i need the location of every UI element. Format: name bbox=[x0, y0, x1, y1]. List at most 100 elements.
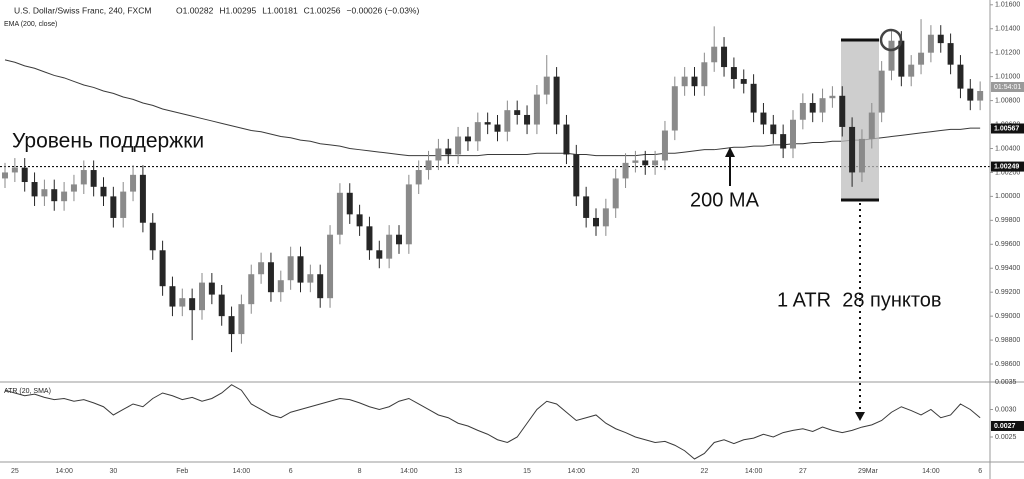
arrow-head bbox=[725, 147, 735, 157]
candle-body bbox=[455, 136, 462, 155]
x-tick-label: Mar bbox=[866, 468, 879, 475]
candle-body bbox=[139, 174, 146, 223]
y-tick-label: 1.01000 bbox=[995, 73, 1020, 80]
candle-body bbox=[297, 256, 304, 283]
candle-body bbox=[957, 64, 964, 89]
y-tick-label: 0.99400 bbox=[995, 265, 1020, 272]
candle-body bbox=[169, 286, 176, 307]
atr-annotation: 1 ATR 28 пунктов bbox=[777, 289, 942, 311]
candle-body bbox=[2, 172, 8, 179]
candle-body bbox=[327, 234, 334, 299]
x-tick-label: 27 bbox=[799, 468, 807, 475]
candle-body bbox=[602, 208, 609, 227]
candle-body bbox=[593, 217, 599, 227]
candle-body bbox=[878, 70, 885, 113]
candle-body bbox=[248, 274, 255, 305]
candle-body bbox=[849, 126, 856, 173]
candle-body bbox=[652, 160, 659, 166]
candle-body bbox=[396, 234, 402, 245]
candle-body bbox=[711, 46, 718, 63]
candle-body bbox=[445, 148, 452, 155]
y-tick-label: 0.99200 bbox=[995, 289, 1020, 296]
candle-body bbox=[376, 250, 383, 259]
y-tick-label: 0.99800 bbox=[995, 217, 1020, 224]
price-tag-label: 1.00249 bbox=[994, 163, 1019, 170]
candle-body bbox=[770, 124, 777, 135]
candle-body bbox=[159, 250, 166, 287]
candle-body bbox=[199, 282, 205, 311]
candle-body bbox=[977, 91, 984, 101]
x-tick-label: 6 bbox=[289, 468, 293, 475]
candle-body bbox=[80, 170, 87, 185]
candle-body bbox=[90, 170, 97, 187]
candle-body bbox=[228, 316, 235, 335]
candle-body bbox=[671, 86, 678, 131]
ohlc-value: −0.00026 (−0.03%) bbox=[347, 5, 420, 15]
candle-body bbox=[238, 304, 245, 335]
ohlc-value: O1.00282 bbox=[176, 5, 214, 15]
candle-body bbox=[888, 40, 895, 71]
candle-body bbox=[179, 298, 186, 307]
candle-body bbox=[218, 294, 225, 317]
candle-body bbox=[356, 214, 363, 227]
candle-body bbox=[829, 95, 836, 99]
x-tick-label: 14:00 bbox=[922, 468, 940, 475]
candle-body bbox=[415, 170, 422, 185]
candle-body bbox=[553, 76, 560, 125]
candle-body bbox=[386, 234, 393, 259]
y-tick-label: 1.01200 bbox=[995, 50, 1020, 57]
candle-body bbox=[258, 262, 265, 275]
x-tick-label: 15 bbox=[523, 468, 531, 475]
candle-body bbox=[189, 298, 196, 311]
candle-body bbox=[31, 182, 38, 197]
candle-body bbox=[937, 34, 944, 44]
candle-body bbox=[927, 34, 934, 53]
candle-body bbox=[474, 122, 481, 142]
candle-body bbox=[277, 280, 284, 293]
candle-body bbox=[287, 256, 294, 281]
x-tick-label: 22 bbox=[700, 468, 708, 475]
atr-label: ATR (20, SMA) bbox=[4, 388, 51, 395]
price-pane bbox=[0, 59, 990, 168]
ohlc-value: H1.00295 bbox=[219, 5, 256, 15]
candle-body bbox=[750, 83, 757, 113]
candle-body bbox=[514, 110, 521, 115]
x-tick-label: 14:00 bbox=[568, 468, 586, 475]
atr-tag-label: 0.0027 bbox=[994, 423, 1016, 430]
candle-body bbox=[790, 119, 796, 149]
candle-body bbox=[524, 114, 531, 125]
x-tick-label: 14:00 bbox=[55, 468, 73, 475]
x-tick-label: 8 bbox=[358, 468, 362, 475]
candle-body bbox=[947, 43, 954, 65]
candle-body bbox=[100, 186, 107, 197]
ema-label: EMA (200, close) bbox=[4, 21, 57, 28]
candle-body bbox=[730, 67, 737, 80]
y-tick-label: 0.98600 bbox=[995, 361, 1020, 368]
candle-body bbox=[435, 148, 442, 161]
candle-body bbox=[740, 79, 747, 84]
price-tag-label: 1.00567 bbox=[994, 125, 1019, 132]
atr-line bbox=[4, 384, 981, 460]
candle-body bbox=[504, 110, 511, 132]
y-tick-label: 1.00200 bbox=[995, 169, 1020, 176]
y-tick-label: 1.00000 bbox=[995, 193, 1020, 200]
candle-body bbox=[563, 124, 570, 155]
candle-body bbox=[494, 124, 501, 132]
x-tick-label: 13 bbox=[454, 468, 462, 475]
candle-body bbox=[405, 184, 412, 245]
candle-body bbox=[484, 122, 491, 125]
candle-body bbox=[21, 167, 28, 183]
candle-body bbox=[533, 94, 540, 125]
x-tick-label: 20 bbox=[632, 468, 640, 475]
x-tick-label: 14:00 bbox=[400, 468, 418, 475]
ohlc-legend: O1.00282 H1.00295 L1.00181 C1.00256 −0.00026… bbox=[176, 5, 419, 15]
y-tick-label: 0.0030 bbox=[995, 406, 1017, 413]
candle-body bbox=[642, 160, 649, 166]
y-tick-label: 0.99600 bbox=[995, 241, 1020, 248]
y-tick-label: 1.00800 bbox=[995, 97, 1020, 104]
candle-body bbox=[336, 192, 343, 235]
candle-body bbox=[918, 52, 925, 65]
countdown: 01:54:01 bbox=[994, 84, 1021, 91]
price-tag bbox=[991, 161, 1024, 172]
